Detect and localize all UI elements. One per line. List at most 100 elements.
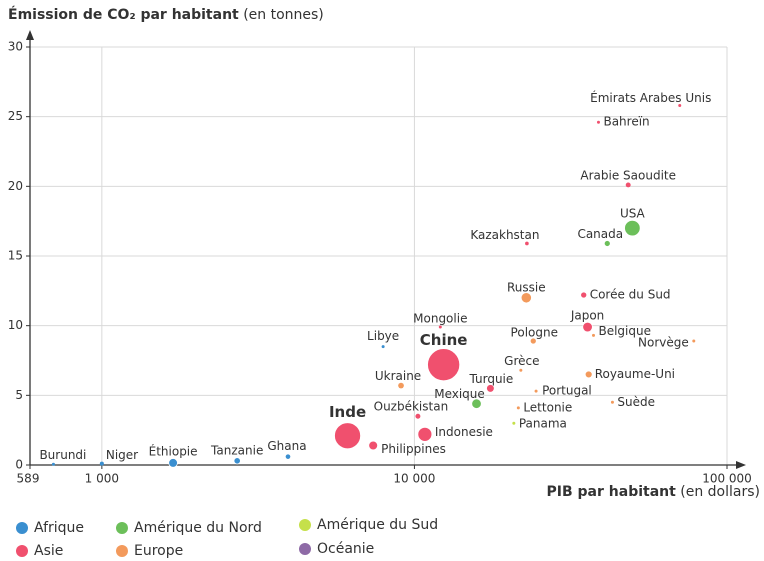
y-axis-unit: (en tonnes) [243, 7, 324, 23]
legend-label: Asie [34, 543, 63, 559]
point-label: Émirats Arabes Unis [590, 90, 711, 105]
bubble [520, 292, 532, 304]
y-axis-label: Émission de CO₂ par habitant [8, 6, 239, 23]
point-label: Corée du Sud [590, 288, 671, 302]
bubble [168, 458, 178, 468]
bubble [604, 240, 610, 247]
legend-label: Amérique du Sud [317, 517, 438, 533]
point-label: Lettonie [523, 400, 572, 414]
y-tick-label: 0 [15, 458, 23, 472]
grid: 0 5 10 15 20 25 30 589 1 000 10 000 100 000 [8, 40, 752, 486]
point-label: Mongolie [413, 312, 467, 326]
point-label: Éthiopie [149, 443, 198, 458]
y-tick-label: 25 [8, 109, 23, 123]
point-label: Portugal [542, 384, 592, 398]
y-tick-label: 30 [8, 40, 23, 54]
bubble [625, 182, 631, 188]
y-tick-label: 5 [15, 388, 23, 402]
legend-label: Amérique du Nord [134, 520, 262, 536]
point-label: USA [620, 207, 646, 221]
bubble [381, 345, 385, 349]
bubble [427, 348, 461, 382]
bubble [471, 398, 482, 409]
point-label: Belgique [598, 324, 651, 338]
x-tick-label: 10 000 [393, 472, 435, 486]
bubble [534, 389, 538, 393]
point-label: Norvège [638, 335, 689, 349]
bubble [512, 421, 516, 425]
point-label: Royaume-Uni [595, 367, 675, 381]
bubble [285, 454, 291, 459]
y-axis-title: Émission de CO₂ par habitant (en tonnes) [8, 6, 324, 23]
legend-swatch [116, 545, 128, 557]
bubble [580, 291, 588, 299]
bubble [516, 406, 520, 410]
bubble [584, 370, 593, 379]
bubble [99, 461, 104, 466]
legend-swatch [299, 519, 311, 531]
point-label: Ouzbékistan [374, 400, 449, 414]
y-tick-label: 15 [8, 249, 23, 263]
bubble [624, 219, 641, 237]
legend-label: Océanie [317, 541, 374, 557]
bubble [415, 413, 421, 419]
point-label: Grèce [504, 354, 539, 368]
legend-swatch [16, 522, 28, 534]
point-label: Ukraine [375, 369, 421, 383]
y-tick-label: 20 [8, 179, 23, 193]
bubble [692, 339, 696, 343]
x-tick-label: 1 000 [85, 472, 119, 486]
bubble [596, 120, 600, 124]
point-label: Burundi [39, 448, 86, 462]
point-label: Niger [106, 448, 138, 462]
marks: Burundi Niger Éthiopie Tanzanie Ghana Libye Me… [39, 90, 711, 468]
point-label: Suède [617, 395, 655, 409]
point-label: Pologne [511, 325, 558, 339]
bubble [51, 462, 55, 466]
point-label: Libye [367, 329, 399, 343]
point-label: Russie [507, 280, 546, 294]
y-tick-label: 10 [8, 318, 23, 332]
bubble [368, 440, 379, 451]
point-label: Tanzanie [210, 443, 263, 457]
bubble [486, 384, 495, 393]
point-label: Philippines [381, 442, 446, 456]
y-axis-arrow [26, 30, 34, 40]
point-label: Kazakhstan [470, 228, 539, 242]
x-tick-label: 100 000 [702, 472, 752, 486]
point-label: Mexique [434, 387, 485, 401]
bubble [417, 426, 433, 442]
legend-swatch [299, 543, 311, 555]
bubble [591, 333, 595, 337]
bubble [582, 321, 593, 333]
x-axis-arrow [736, 461, 746, 469]
x-tick-label: 589 [17, 472, 40, 486]
bubble [438, 325, 442, 329]
point-label: Arabie Saoudite [580, 168, 676, 182]
point-label: Japon [570, 309, 604, 323]
bubble [334, 422, 361, 450]
legend-label: Afrique [34, 520, 84, 536]
bubble [398, 382, 404, 389]
point-label: Panama [519, 417, 567, 431]
point-label: Inde [329, 403, 366, 421]
point-label: Bahreïn [603, 115, 649, 129]
bubble [530, 338, 536, 344]
bubble [233, 457, 241, 465]
bubble [678, 104, 682, 108]
x-axis-unit: (en dollars) [680, 484, 760, 500]
legend-swatch [16, 545, 28, 557]
x-axis-label: PIB par habitant [547, 484, 677, 500]
point-label: Indonesie [435, 425, 493, 439]
bubble [519, 368, 523, 372]
legend-label: Europe [134, 543, 183, 559]
legend-swatch [116, 522, 128, 534]
point-label: Ghana [267, 439, 306, 453]
legend: Afrique Amérique du Nord Amérique du Sud As… [16, 517, 438, 559]
bubble [525, 241, 529, 246]
point-label: Turquie [469, 372, 514, 386]
point-label: Chine [420, 331, 468, 349]
bubble [610, 400, 614, 404]
point-label: Canada [577, 227, 623, 241]
